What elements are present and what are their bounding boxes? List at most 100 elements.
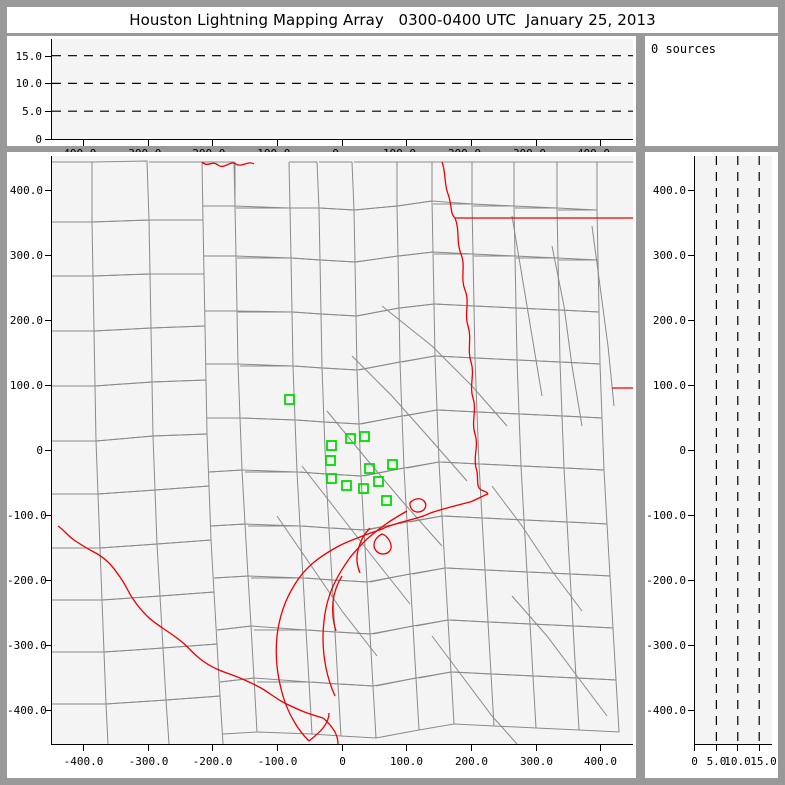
- x-tick: [83, 140, 84, 146]
- y-tick-label: 0: [35, 133, 42, 146]
- map-x-axis: [51, 744, 633, 745]
- y-tick-label: 400.0: [9, 184, 43, 197]
- x-tick: [600, 140, 601, 146]
- y-tick-label: -400.0: [7, 704, 47, 717]
- x-tick: [694, 745, 695, 751]
- y-tick: [45, 320, 52, 321]
- y-tick: [45, 710, 52, 711]
- time-height-y-axis: [51, 39, 52, 140]
- y-tick: [45, 190, 52, 191]
- x-tick: [406, 140, 407, 146]
- map-canvas[interactable]: [52, 156, 633, 744]
- x-tick: [148, 140, 149, 146]
- y-tick-label: 300.0: [9, 249, 43, 262]
- y-tick: [688, 320, 695, 321]
- y-tick-label: 0: [36, 444, 43, 457]
- x-tick-label: 0: [691, 755, 698, 768]
- x-tick: [471, 140, 472, 146]
- x-tick-label: 100.0: [389, 755, 424, 768]
- time-height-grid: [52, 55, 633, 112]
- map-plot-area[interactable]: [52, 156, 633, 744]
- x-tick-label: 200.0: [454, 755, 489, 768]
- east-west-height-panel[interactable]: 400.0 300.0 200.0 100.0 0 -100.0 -200.0 …: [645, 152, 778, 778]
- x-tick: [471, 745, 472, 751]
- x-tick: [212, 140, 213, 146]
- east-west-x-axis: [694, 744, 772, 745]
- y-tick: [45, 83, 52, 84]
- x-tick: [406, 745, 407, 751]
- x-tick-label: 0: [339, 755, 346, 768]
- y-tick: [688, 645, 695, 646]
- y-tick: [45, 385, 52, 386]
- y-tick: [45, 580, 52, 581]
- x-tick-label: -300.0: [128, 755, 169, 768]
- y-tick-label: 15.0: [15, 50, 43, 63]
- x-tick-label: -100.0: [257, 755, 298, 768]
- y-tick-label: 10.0: [15, 77, 43, 90]
- source-count-label: 0 sources: [651, 42, 717, 56]
- x-tick-label: -400.0: [63, 755, 104, 768]
- y-tick: [688, 710, 695, 711]
- x-tick: [212, 745, 213, 751]
- y-tick-label: 0: [679, 444, 686, 457]
- y-tick: [45, 255, 52, 256]
- time-height-panel[interactable]: 0 5.0 10.0 15.0: [7, 36, 636, 146]
- y-tick: [45, 56, 52, 57]
- plan-view-map-panel[interactable]: 400.0 300.0 200.0 100.0 0 -100.0 -200.0 …: [7, 152, 636, 778]
- x-tick: [759, 745, 760, 751]
- y-tick-label: -100.0: [646, 509, 686, 522]
- x-tick-label: -200.0: [192, 755, 233, 768]
- y-tick: [688, 450, 695, 451]
- y-tick-label: -300.0: [7, 639, 47, 652]
- title-bar: Houston Lightning Mapping Array 0300-040…: [7, 7, 778, 33]
- y-tick: [45, 450, 52, 451]
- y-tick: [688, 580, 695, 581]
- y-tick: [688, 255, 695, 256]
- y-tick-label: 400.0: [652, 184, 686, 197]
- y-tick-label: 100.0: [652, 379, 686, 392]
- x-tick-label: 10.0: [724, 755, 751, 768]
- y-tick: [45, 645, 52, 646]
- y-tick: [45, 111, 52, 112]
- time-height-x-axis: [51, 139, 633, 140]
- x-tick-label: 5.0: [706, 755, 727, 768]
- y-tick: [45, 515, 52, 516]
- x-tick-label: 400.0: [583, 755, 618, 768]
- y-tick-label: 200.0: [9, 314, 43, 327]
- state-boundaries: [57, 161, 633, 744]
- east-west-grid: [715, 156, 760, 744]
- y-tick-label: -100.0: [7, 509, 47, 522]
- y-tick-label: -200.0: [7, 574, 47, 587]
- x-tick-label: 15.0: [750, 755, 777, 768]
- x-tick: [277, 745, 278, 751]
- y-tick: [688, 515, 695, 516]
- x-tick: [342, 745, 343, 751]
- x-tick: [600, 745, 601, 751]
- x-tick-label: 300.0: [519, 755, 554, 768]
- x-tick: [277, 140, 278, 146]
- x-tick: [536, 745, 537, 751]
- x-tick: [342, 140, 343, 146]
- y-tick-label: -200.0: [646, 574, 686, 587]
- y-tick: [688, 385, 695, 386]
- y-tick: [45, 139, 52, 140]
- x-tick: [716, 745, 717, 751]
- county-boundaries: [52, 160, 633, 744]
- y-tick-label: 5.0: [22, 105, 42, 118]
- y-tick-label: -400.0: [646, 704, 686, 717]
- lma-station-markers: [284, 394, 398, 506]
- x-tick: [148, 745, 149, 751]
- time-height-plot-area[interactable]: [52, 39, 633, 139]
- east-west-plot-area[interactable]: [695, 156, 772, 744]
- y-tick-label: 300.0: [652, 249, 686, 262]
- sources-legend-panel: 0 sources: [645, 36, 778, 146]
- x-tick: [737, 745, 738, 751]
- y-tick-label: -300.0: [646, 639, 686, 652]
- page-title: Houston Lightning Mapping Array 0300-040…: [129, 11, 656, 29]
- y-tick-label: 100.0: [9, 379, 43, 392]
- x-tick: [83, 745, 84, 751]
- y-tick: [688, 190, 695, 191]
- x-tick: [536, 140, 537, 146]
- y-tick-label: 200.0: [652, 314, 686, 327]
